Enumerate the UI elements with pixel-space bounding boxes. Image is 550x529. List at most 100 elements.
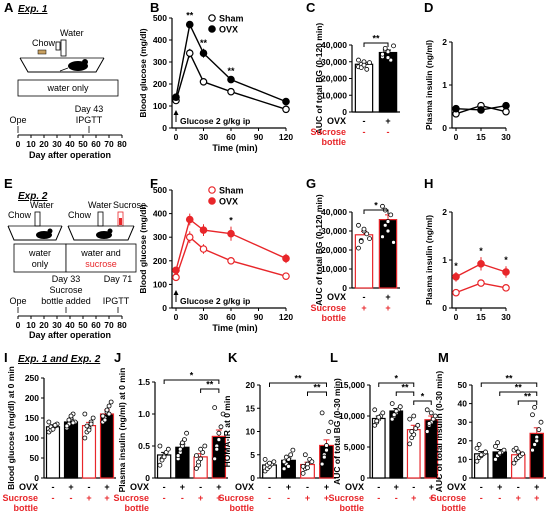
individual-point xyxy=(52,422,58,428)
data-point xyxy=(502,268,510,276)
significance-marker: ** xyxy=(227,66,235,76)
data-point xyxy=(185,49,194,58)
individual-point xyxy=(364,66,370,72)
x-tick-label: 30 xyxy=(199,132,209,142)
sucrose-row-label-2: bottle xyxy=(322,313,347,323)
individual-point xyxy=(367,236,372,242)
ovx-indicator: - xyxy=(306,482,309,492)
sucrose-row-label: Sucrose xyxy=(218,493,254,503)
ovx-indicator: - xyxy=(517,482,520,492)
individual-point xyxy=(407,441,413,447)
water-and-sucrose-box xyxy=(65,243,137,273)
y-tick-label: 10,000 xyxy=(321,264,347,274)
panel-letter-i: I xyxy=(4,350,8,365)
y-axis-label: Blood glucose (mg/dl) xyxy=(138,28,148,117)
glucose-arrowhead xyxy=(173,290,179,295)
chow-icon xyxy=(37,49,47,55)
timeline-axis: 0 10 20 30 40 50 60 70 80 xyxy=(16,315,127,330)
data-point xyxy=(477,260,485,268)
individual-point xyxy=(288,452,294,458)
data-point xyxy=(199,49,208,58)
panel-d: D 0 1 2 0 15 30 Plasma insulin (ng/ml) xyxy=(424,0,511,142)
ovx-indicator: - xyxy=(163,482,166,492)
individual-point xyxy=(214,446,220,452)
panel-letter-c: C xyxy=(306,0,316,15)
timeline-tick-label: 70 xyxy=(104,320,114,330)
bar xyxy=(354,234,374,289)
ovx-indicator: - xyxy=(363,292,366,302)
y-axis-label: Blood glucose (mg/dl) at 0 min xyxy=(6,366,16,490)
ovx-row-label: OVX xyxy=(130,482,149,492)
ovx-row-label: OVX xyxy=(19,482,38,492)
sucrose-indicator: - xyxy=(52,493,55,503)
y-axis-label: AUC of total BG (0-30 min) xyxy=(332,378,342,485)
sucrose-row-label: Sucrose xyxy=(2,493,38,503)
data-point xyxy=(502,284,510,292)
individual-point xyxy=(86,427,92,433)
individual-point xyxy=(361,62,367,68)
day71-label: Day 71 xyxy=(104,274,133,284)
significance-bracket xyxy=(517,400,538,405)
timeline-tick-label: 30 xyxy=(52,320,62,330)
ovx-indicator: + xyxy=(104,482,109,492)
ovx-indicator: - xyxy=(363,116,366,126)
sucrose-indicator: - xyxy=(163,493,166,503)
bar xyxy=(45,426,61,479)
y-axis-label: Plasma insulin (ng/ml) at 0 min xyxy=(117,368,127,493)
significance-marker: * xyxy=(190,371,194,381)
individual-point xyxy=(106,411,112,417)
timeline-tick-label: 20 xyxy=(39,320,49,330)
sucrose-row-label-2: bottle xyxy=(340,503,365,513)
x-tick-label: 90 xyxy=(254,132,264,142)
water-label-e2: Water xyxy=(88,200,112,210)
panel-letter-b: B xyxy=(150,0,159,15)
individual-point xyxy=(82,411,88,417)
panel-letter-f: F xyxy=(150,176,158,191)
significance-bracket xyxy=(363,42,389,47)
data-point xyxy=(452,104,460,113)
individual-point xyxy=(388,212,394,218)
chart-b: 0 100 200 300 400 500 0 30 60 90 120 Time (min) Bloo… xyxy=(138,10,293,153)
ovx-indicator: - xyxy=(412,482,415,492)
individual-point xyxy=(321,454,327,460)
sucrose-row-label-2: bottle xyxy=(125,503,150,513)
y-tick-label: 30,000 xyxy=(321,226,347,236)
individual-point xyxy=(163,449,169,455)
individual-point xyxy=(538,419,544,425)
individual-point xyxy=(372,407,378,413)
individual-point xyxy=(179,440,185,446)
y-tick-label: 0 xyxy=(360,473,365,483)
y-tick-label: 0 xyxy=(34,473,39,483)
individual-point xyxy=(177,446,183,452)
y-tick-label: 300 xyxy=(153,232,167,242)
individual-point xyxy=(391,239,396,245)
ope-label: Ope xyxy=(9,115,26,125)
timeline-tick-label: 0 xyxy=(16,139,21,149)
ovx-indicator: + xyxy=(216,482,221,492)
y-tick-label: 200 xyxy=(153,79,167,89)
y-tick-label: 10,000 xyxy=(321,90,347,100)
significance-bracket xyxy=(163,379,220,384)
individual-point xyxy=(198,456,204,462)
data-point xyxy=(199,245,208,253)
y-tick-label: 2 xyxy=(442,37,447,47)
individual-point xyxy=(367,60,372,65)
day33-label: Day 33 xyxy=(52,274,81,284)
sucrose-indicator: - xyxy=(377,493,380,503)
bar xyxy=(378,51,398,113)
individual-point xyxy=(532,404,538,410)
y-tick-label: 10 xyxy=(458,454,468,464)
y-tick-label: 250 xyxy=(25,373,39,383)
significance-marker: ** xyxy=(372,34,380,44)
chow-label-e: Chow xyxy=(8,210,32,220)
individual-point xyxy=(157,443,163,449)
data-point xyxy=(227,75,235,84)
y-tick-label: 100 xyxy=(153,101,167,111)
legend-marker xyxy=(208,186,216,194)
sucrose-indicator: + xyxy=(104,493,109,503)
x-axis-label: Time (min) xyxy=(212,143,257,153)
y-tick-label: 1 xyxy=(442,80,447,90)
